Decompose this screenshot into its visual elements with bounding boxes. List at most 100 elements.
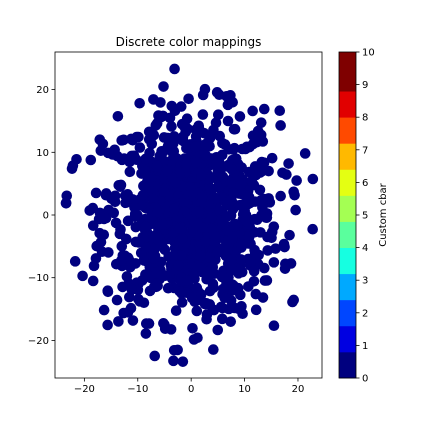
scatter-point [264,197,276,208]
colorbar-segment [339,299,356,327]
scatter-point [234,111,246,122]
scatter-point [266,152,278,164]
chart-title: Discrete color mappings [116,35,262,49]
scatter-point [138,180,149,192]
scatter-point [241,141,253,153]
scatter-point [158,317,169,329]
scatter-point [166,155,177,166]
plot-area: −20 −10 0 10 20 −20 −10 0 10 20 [28,51,323,395]
colorbar-tick-label: 9 [362,80,368,91]
scatter-point [196,170,207,182]
scatter-point [255,194,267,206]
scatter-point [155,97,166,108]
scatter-point [210,117,222,129]
scatter-point [175,101,187,112]
scatter-point [186,292,198,304]
scatter-point [200,236,211,247]
scatter-point [122,189,133,200]
scatter-point [129,211,141,223]
scatter-point [279,263,291,274]
scatter-point [249,244,260,256]
colorbar-tick-label: 6 [362,178,368,189]
colorbar-tick-label: 4 [362,243,368,254]
scatter-point [147,193,159,205]
scatter-point [111,294,123,306]
scatter-point [261,212,273,223]
scatter-point [227,144,239,155]
scatter-point [170,177,181,188]
scatter-point [148,253,160,264]
scatter-point [217,137,228,149]
scatter-point [71,153,82,165]
scatter-point [222,115,234,127]
scatter-point [211,158,222,170]
scatter-point [174,168,186,180]
scatter-point [216,313,228,325]
scatter-point [236,239,247,250]
scatter-point [91,240,103,252]
scatter-point [291,175,302,186]
scatter-point [199,83,211,95]
x-tick-label: 10 [238,384,251,395]
scatter-point [87,220,99,231]
scatter-point [232,266,243,277]
scatter-point [248,265,260,277]
x-axis: −20 −10 0 10 20 [74,378,304,395]
scatter-point [191,305,203,317]
scatter-point [247,105,258,117]
scatter-point [100,212,112,224]
scatter-point [217,283,229,295]
scatter-point [283,158,294,169]
scatter-point [170,305,182,317]
scatter-point [281,169,292,180]
scatter-point [235,179,246,191]
y-tick-label: 20 [36,85,49,96]
scatter-point [226,164,238,175]
scatter-point [212,204,224,215]
scatter-point [108,207,120,219]
scatter-point [150,242,161,254]
colorbar-tick-label: 8 [362,113,368,124]
scatter-point [299,148,311,159]
scatter-point [204,285,216,297]
scatter-point [129,202,140,213]
scatter-point [307,223,318,235]
scatter-point [217,171,229,183]
scatter-point [148,129,160,141]
scatter-point [140,221,152,233]
scatter-point [196,191,208,203]
scatter-point [168,131,180,142]
scatter-point [116,135,127,146]
scatter-point [151,278,163,289]
scatter-point [268,320,280,332]
scatter-point [176,288,188,299]
scatter-point [206,223,217,234]
colorbar-segment [339,117,356,144]
colorbar-tick-label: 7 [362,145,368,156]
scatter-point [288,294,300,306]
scatter-point [243,166,255,178]
scatter-point [168,355,179,367]
scatter-point [102,147,114,159]
colorbar-segment [339,143,356,170]
scatter-point [149,350,161,362]
scatter-point [242,198,254,210]
colorbar-segment [339,52,356,92]
colorbar-segment [339,91,356,118]
scatter-point [254,184,266,196]
scatter-point [183,93,194,105]
scatter-point [134,237,145,248]
scatter-point [200,150,212,161]
y-axis: −20 −10 0 10 20 [28,85,55,347]
scatter-point [229,123,241,135]
colorbar-segment [339,325,356,353]
scatter-point [113,316,124,327]
scatter-point [143,318,155,329]
scatter-point [126,284,138,295]
scatter-point [115,179,127,191]
scatter-point [195,250,206,262]
scatter-point [137,190,149,201]
scatter-point [208,344,219,355]
colorbar-segment [339,195,356,222]
scatter-point [251,214,263,225]
